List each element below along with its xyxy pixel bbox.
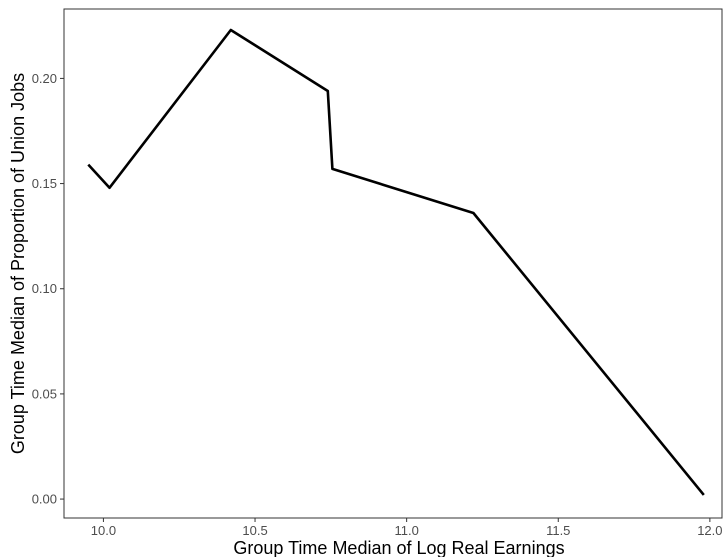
y-axis: 0.00 0.05 0.10 0.15 0.20	[32, 71, 64, 507]
y-axis-title: Group Time Median of Proportion of Union…	[8, 73, 28, 454]
plot-panel	[63, 8, 723, 519]
series-line	[87, 28, 705, 496]
x-axis: 10.0 10.5 11.0 11.5 12.0	[91, 518, 723, 538]
x-tick-label: 11.5	[546, 523, 570, 538]
y-tick-label: 0.15	[32, 176, 57, 191]
x-tick-label: 10.5	[242, 523, 267, 538]
x-axis-title: Group Time Median of Log Real Earnings	[233, 538, 564, 557]
y-tick-label: 0.10	[32, 281, 57, 296]
y-tick-label: 0.00	[32, 492, 57, 507]
y-tick-label: 0.05	[32, 386, 57, 401]
x-tick-label: 10.0	[91, 523, 116, 538]
x-tick-label: 11.0	[394, 523, 418, 538]
x-tick-label: 12.0	[697, 523, 722, 538]
series-layer	[87, 28, 705, 496]
y-tick-label: 0.20	[32, 71, 57, 86]
